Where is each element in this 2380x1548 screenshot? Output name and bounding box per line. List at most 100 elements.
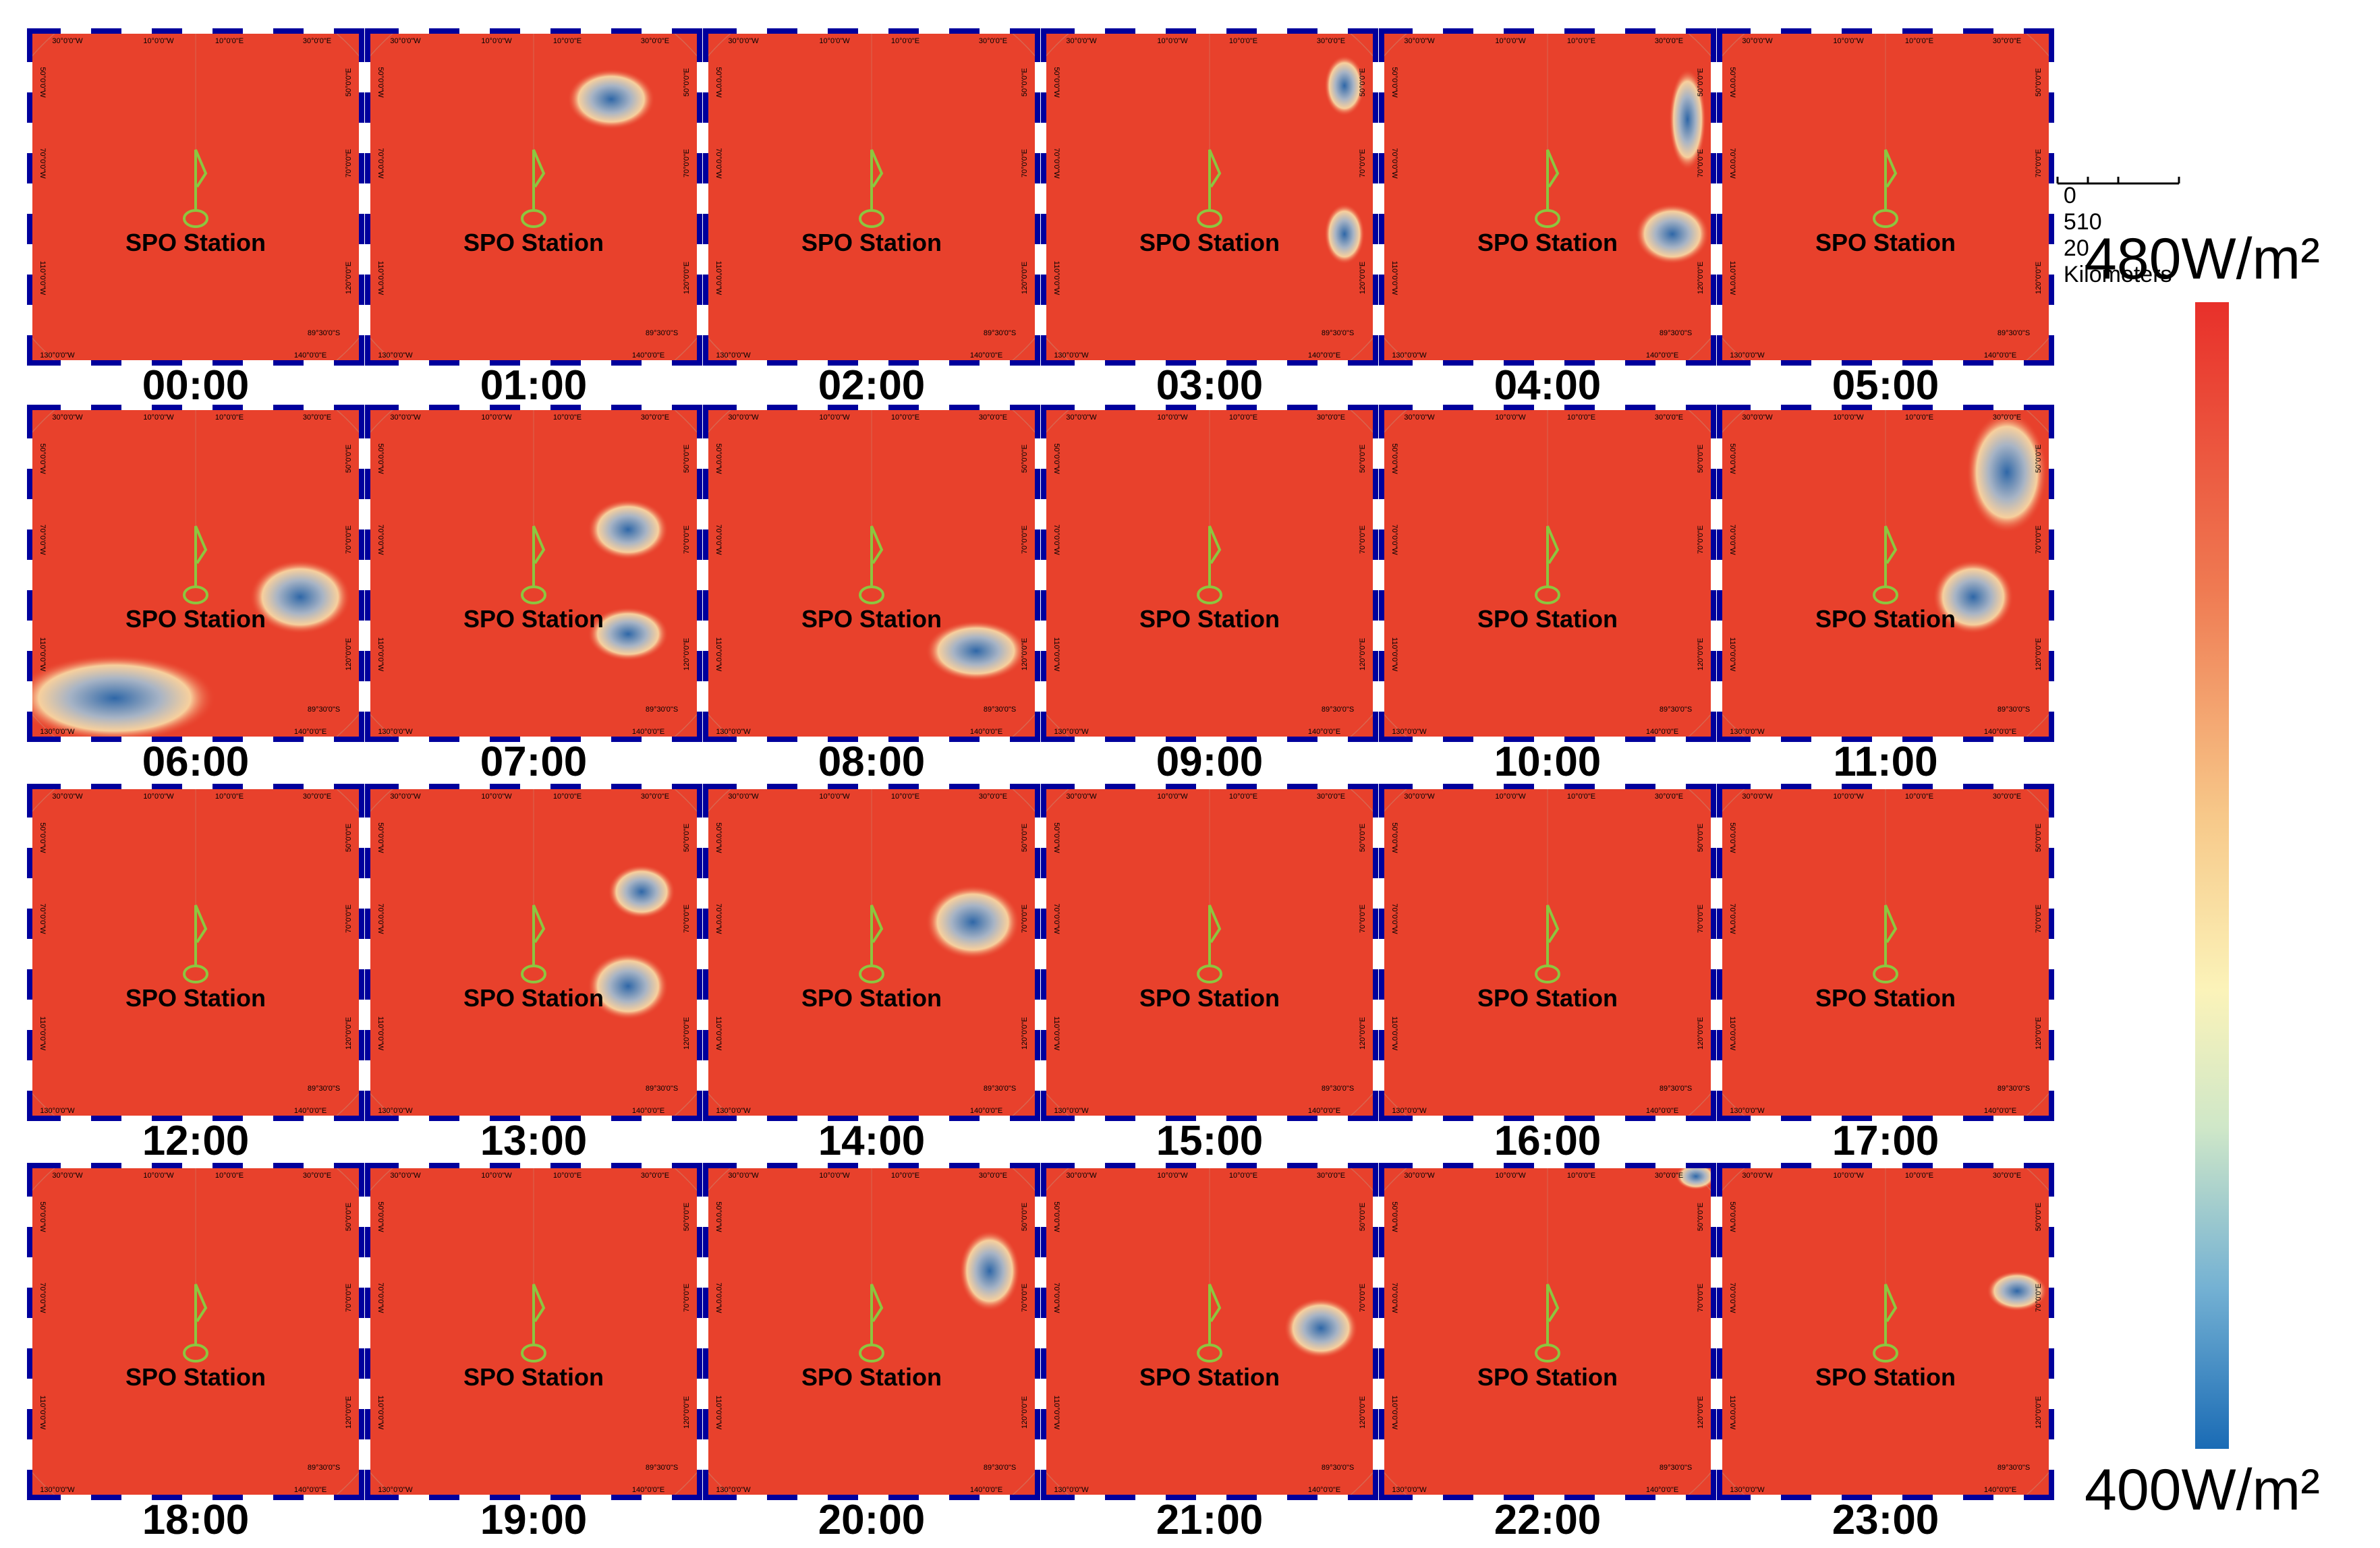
time-label: 18:00 (142, 1497, 250, 1543)
graticule-label-top: 10°0'0"W (143, 1172, 174, 1180)
graticule-label-right: 70°0'0"E (683, 525, 691, 554)
graticule-label-left: 50°0'0"W (1728, 822, 1736, 853)
graticule-label-top: 10°0'0"E (1567, 793, 1595, 801)
graticule-label-top: 10°0'0"W (1157, 793, 1188, 801)
graticule-label-right: 50°0'0"E (1697, 68, 1705, 96)
time-label: 21:00 (1156, 1497, 1264, 1543)
station-label: SPO Station (125, 984, 266, 1012)
graticule-label-bottom: 130°0'0"W (1392, 1107, 1427, 1115)
graticule-label-right: 50°0'0"E (2035, 1203, 2043, 1231)
graticule-label-top: 30°0'0"E (303, 793, 331, 801)
graticule-label-bottom: 130°0'0"W (1730, 1107, 1765, 1115)
latitude-label: 89°30'0"S (308, 329, 340, 337)
map-panel: 30°0'0"W 10°0'0"W 10°0'0"E 30°0'0"E 130°0'0"… (1717, 28, 2054, 407)
latitude-label: 89°30'0"S (1322, 329, 1354, 337)
graticule-label-right: 70°0'0"E (2035, 905, 2043, 933)
graticule-label-right: 120°0'0"E (345, 638, 353, 670)
graticule-label-bottom: 140°0'0"E (1984, 1107, 2016, 1115)
map-frame (27, 1163, 364, 1500)
radiation-map: 30°0'0"W 10°0'0"W 10°0'0"E 30°0'0"E 130°0'0"… (1379, 784, 1716, 1121)
time-label: 22:00 (1494, 1497, 1602, 1543)
latitude-label: 89°30'0"S (984, 1085, 1016, 1093)
station-marker-icon (183, 905, 208, 983)
graticule-label-right: 120°0'0"E (2035, 638, 2043, 670)
graticule-label-top: 10°0'0"W (481, 793, 512, 801)
graticule-label-right: 70°0'0"E (345, 1284, 353, 1312)
graticule-label-left: 110°0'0"W (376, 1016, 385, 1051)
graticule-label-left: 50°0'0"W (38, 1201, 47, 1232)
graticule-label-bottom: 130°0'0"W (1730, 1486, 1765, 1494)
graticule-label-right: 50°0'0"E (1359, 824, 1367, 852)
radiation-map: 30°0'0"W 10°0'0"W 10°0'0"E 30°0'0"E 130°0'0"… (365, 784, 702, 1121)
graticule-label-right: 120°0'0"E (683, 1017, 691, 1050)
graticule-label-top: 10°0'0"W (1495, 1172, 1526, 1180)
graticule-label-top: 30°0'0"E (1655, 37, 1683, 45)
graticule-label-top: 10°0'0"E (1905, 1172, 1933, 1180)
graticule-label-top: 30°0'0"E (1317, 37, 1345, 45)
graticule-label-right: 70°0'0"E (1021, 149, 1029, 177)
radiation-map: 30°0'0"W 10°0'0"W 10°0'0"E 30°0'0"E 130°0'0"… (1379, 28, 1716, 366)
graticule-label-right: 50°0'0"E (1359, 445, 1367, 473)
radiation-map: 30°0'0"W 10°0'0"W 10°0'0"E 30°0'0"E 130°0'0"… (27, 784, 364, 1121)
graticule-label-top: 10°0'0"W (143, 37, 174, 45)
station-marker-icon (1535, 525, 1560, 604)
graticule-label-top: 10°0'0"W (819, 413, 850, 422)
graticule-label-bottom: 140°0'0"E (1646, 351, 1678, 360)
map-panel: 30°0'0"W 10°0'0"W 10°0'0"E 30°0'0"E 130°0'0"… (1717, 784, 2054, 1162)
graticule-label-top: 30°0'0"E (1317, 413, 1345, 422)
graticule-label-left: 110°0'0"W (714, 261, 722, 295)
graticule-label-left: 50°0'0"W (38, 67, 47, 98)
latitude-label: 89°30'0"S (646, 706, 678, 714)
graticule-label-bottom: 140°0'0"E (970, 351, 1002, 360)
graticule-label-bottom: 140°0'0"E (1308, 351, 1340, 360)
graticule-label-left: 110°0'0"W (1390, 261, 1398, 295)
graticule-label-bottom: 140°0'0"E (1984, 1486, 2016, 1494)
latitude-label: 89°30'0"S (984, 706, 1016, 714)
graticule-label-left: 70°0'0"W (1390, 524, 1398, 555)
graticule-label-bottom: 130°0'0"W (1392, 351, 1427, 360)
graticule-label-bottom: 130°0'0"W (716, 351, 751, 360)
graticule-label-left: 70°0'0"W (376, 524, 385, 555)
map-frame (1717, 1163, 2054, 1500)
map-panel: 30°0'0"W 10°0'0"W 10°0'0"E 30°0'0"E 130°0'0"… (703, 784, 1040, 1162)
graticule-label-top: 30°0'0"W (1066, 37, 1097, 45)
graticule-label-left: 70°0'0"W (1728, 148, 1736, 179)
graticule-label-right: 50°0'0"E (1021, 1203, 1029, 1231)
map-frame (365, 1163, 702, 1500)
graticule-label-bottom: 140°0'0"E (970, 1107, 1002, 1115)
graticule-label-left: 50°0'0"W (1052, 1201, 1060, 1232)
graticule-label-left: 110°0'0"W (376, 637, 385, 672)
graticule-label-left: 50°0'0"W (1390, 67, 1398, 98)
graticule-label-top: 10°0'0"W (819, 37, 850, 45)
graticule-label-bottom: 130°0'0"W (40, 1107, 75, 1115)
station-marker-icon (183, 149, 208, 228)
map-panel: 30°0'0"W 10°0'0"W 10°0'0"E 30°0'0"E 130°0'0"… (27, 784, 364, 1162)
graticule-label-right: 50°0'0"E (683, 824, 691, 852)
graticule-label-left: 70°0'0"W (714, 1282, 722, 1313)
station-label: SPO Station (1139, 984, 1280, 1012)
graticule-label-left: 110°0'0"W (714, 1396, 722, 1430)
map-frame (365, 405, 702, 742)
graticule-label-left: 110°0'0"W (1390, 637, 1398, 672)
station-label: SPO Station (801, 605, 942, 633)
graticule-label-right: 120°0'0"E (1021, 1017, 1029, 1050)
graticule-label-right: 70°0'0"E (1697, 525, 1705, 554)
graticule-label-bottom: 140°0'0"E (1308, 728, 1340, 736)
graticule-label-bottom: 140°0'0"E (1984, 351, 2016, 360)
graticule-label-top: 30°0'0"W (1066, 413, 1097, 422)
graticule-label-bottom: 130°0'0"W (378, 1486, 413, 1494)
graticule-label-left: 70°0'0"W (376, 1282, 385, 1313)
graticule-label-left: 50°0'0"W (1728, 67, 1736, 98)
graticule-label-top: 30°0'0"W (390, 37, 421, 45)
graticule-label-right: 50°0'0"E (1021, 824, 1029, 852)
graticule-label-left: 50°0'0"W (38, 822, 47, 853)
time-label: 11:00 (1833, 739, 1938, 785)
time-label: 06:00 (142, 739, 250, 785)
graticule-label-bottom: 140°0'0"E (632, 1107, 664, 1115)
station-label: SPO Station (125, 605, 266, 633)
graticule-label-right: 120°0'0"E (345, 262, 353, 294)
graticule-label-bottom: 140°0'0"E (294, 728, 327, 736)
time-label: 01:00 (480, 362, 588, 409)
map-panel: 30°0'0"W 10°0'0"W 10°0'0"E 30°0'0"E 130°0'0"… (703, 405, 1040, 783)
